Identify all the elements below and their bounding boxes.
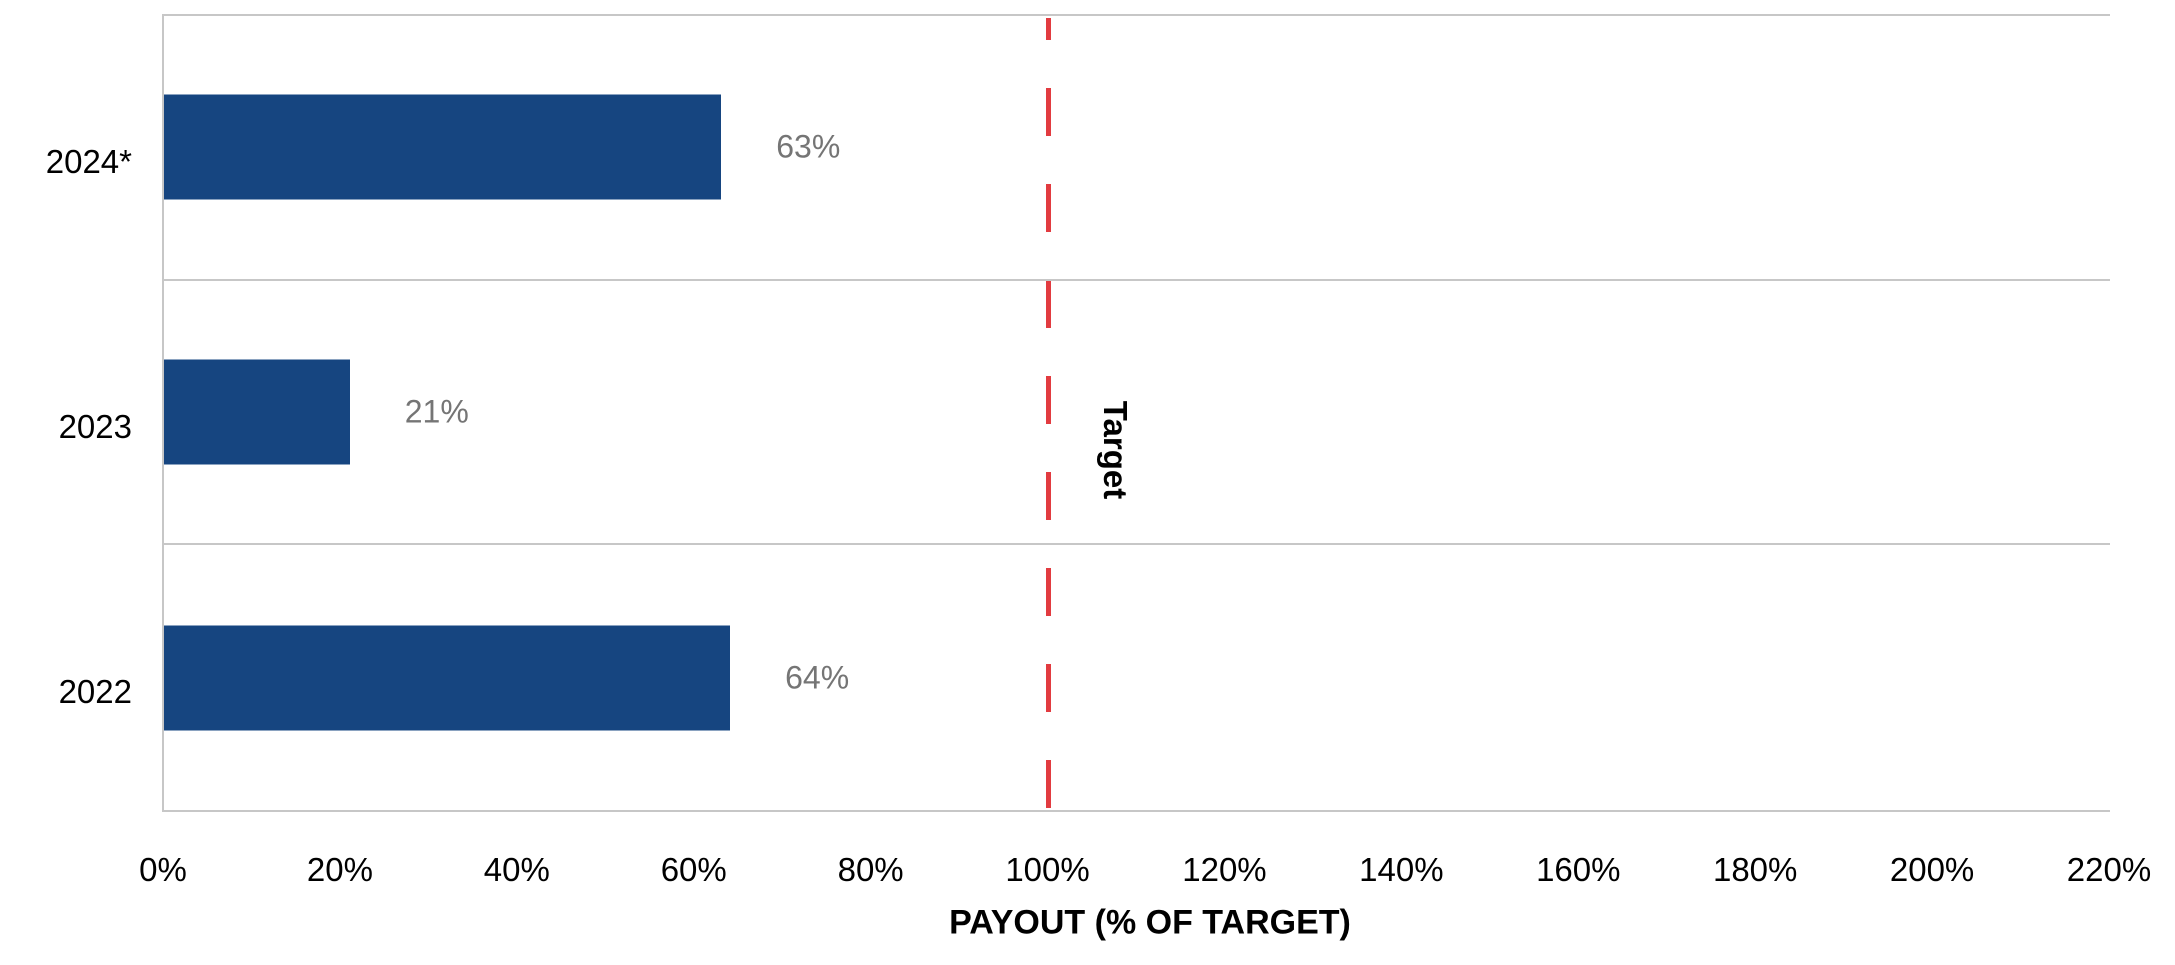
bar-value-label: 64% [785, 659, 850, 696]
bar-value-label: 21% [404, 393, 469, 430]
category-row: 21% [164, 281, 2110, 546]
target-line-label: Target [1096, 400, 1134, 500]
x-tick-label: 100% [1005, 851, 1090, 888]
plot-area: 63% 21% 64% [162, 14, 2110, 812]
x-tick-label: 120% [1182, 851, 1267, 888]
x-axis-title: PAYOUT (% OF TARGET) [949, 903, 1351, 942]
x-tick-label: 40% [483, 851, 550, 888]
bar [164, 625, 731, 731]
bar-value-label: 63% [776, 128, 841, 165]
bar [164, 359, 350, 465]
x-tick-label: 200% [1889, 851, 1975, 888]
x-tick-label: 140% [1359, 851, 1444, 888]
category-row: 64% [164, 545, 2110, 810]
x-tick-label: 80% [837, 851, 904, 888]
category-label: 2023 [58, 408, 132, 445]
target-reference-line [1046, 18, 1052, 810]
category-label: 2022 [58, 672, 132, 710]
x-tick-label: 20% [306, 851, 373, 888]
x-tick-label: 180% [1712, 851, 1798, 888]
category-row: 63% [164, 16, 2110, 281]
x-tick-label: 160% [1536, 851, 1621, 888]
x-tick-label: 60% [660, 851, 727, 888]
category-label: 2024* [45, 143, 132, 181]
bar [164, 94, 722, 200]
x-tick-label: 220% [2066, 851, 2152, 888]
x-tick-label: 0% [139, 851, 187, 888]
